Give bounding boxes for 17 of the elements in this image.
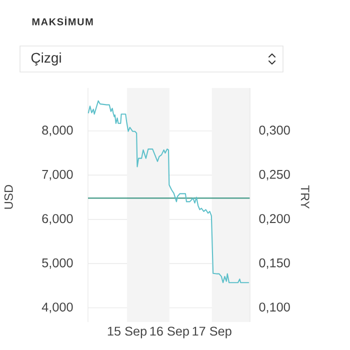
y-tick-label: 5,000 bbox=[42, 258, 73, 269]
x-tick-label: 17 Sep bbox=[192, 326, 232, 338]
y2-tick-label: 0,300 bbox=[259, 126, 290, 136]
y-axis-title: USD bbox=[4, 184, 13, 209]
x-tick-label: 16 Sep bbox=[150, 326, 189, 338]
chart-title: MAKSİMUM bbox=[32, 16, 93, 26]
text: Çizgi bbox=[31, 52, 61, 66]
y2-tick-label: 0,150 bbox=[259, 258, 290, 269]
y-tick-label: 8,000 bbox=[42, 126, 73, 136]
y2-axis-title: TRY bbox=[300, 185, 310, 209]
y2-tick-label: 0,100 bbox=[259, 302, 290, 314]
y-tick-label: 4,000 bbox=[42, 302, 73, 314]
y-tick-label: 6,000 bbox=[42, 214, 73, 225]
y2-tick-label: 0,250 bbox=[259, 170, 290, 180]
x-tick-label: 15 Sep bbox=[108, 326, 147, 338]
y2-tick-label: 0,200 bbox=[259, 214, 290, 225]
y-tick-label: 7,000 bbox=[42, 170, 73, 180]
